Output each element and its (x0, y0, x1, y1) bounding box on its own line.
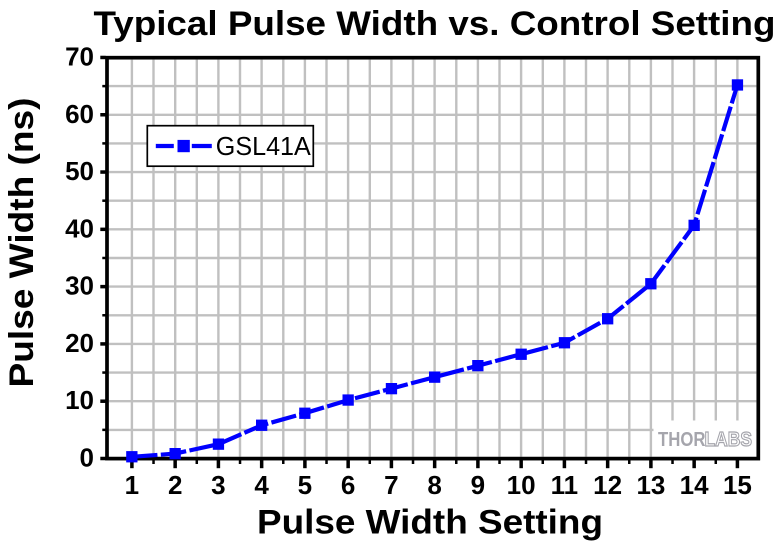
svg-text:50: 50 (65, 156, 94, 186)
svg-text:2: 2 (168, 470, 182, 500)
svg-text:30: 30 (65, 271, 94, 301)
svg-text:3: 3 (211, 470, 225, 500)
svg-text:20: 20 (65, 328, 94, 358)
svg-text:40: 40 (65, 213, 94, 243)
svg-text:0: 0 (80, 443, 94, 473)
svg-text:60: 60 (65, 99, 94, 129)
svg-text:12: 12 (593, 470, 622, 500)
svg-text:10: 10 (507, 470, 536, 500)
svg-text:1: 1 (125, 470, 139, 500)
svg-text:4: 4 (254, 470, 269, 500)
svg-text:5: 5 (298, 470, 312, 500)
svg-text:Pulse Width (ns): Pulse Width (ns) (3, 98, 41, 388)
svg-text:7: 7 (384, 470, 398, 500)
svg-text:8: 8 (427, 470, 441, 500)
svg-text:LABS: LABS (705, 428, 753, 451)
svg-text:10: 10 (65, 385, 94, 415)
svg-text:THOR: THOR (658, 428, 706, 451)
svg-text:9: 9 (471, 470, 485, 500)
svg-text:GSL41A: GSL41A (216, 131, 312, 161)
svg-text:Pulse Width Setting: Pulse Width Setting (257, 503, 603, 541)
svg-text:70: 70 (65, 42, 94, 72)
svg-text:Typical Pulse Width vs. Contro: Typical Pulse Width vs. Control Setting (94, 5, 776, 43)
svg-text:15: 15 (723, 470, 752, 500)
svg-text:14: 14 (680, 470, 709, 500)
svg-text:6: 6 (341, 470, 355, 500)
svg-text:13: 13 (636, 470, 665, 500)
svg-text:11: 11 (551, 470, 579, 500)
